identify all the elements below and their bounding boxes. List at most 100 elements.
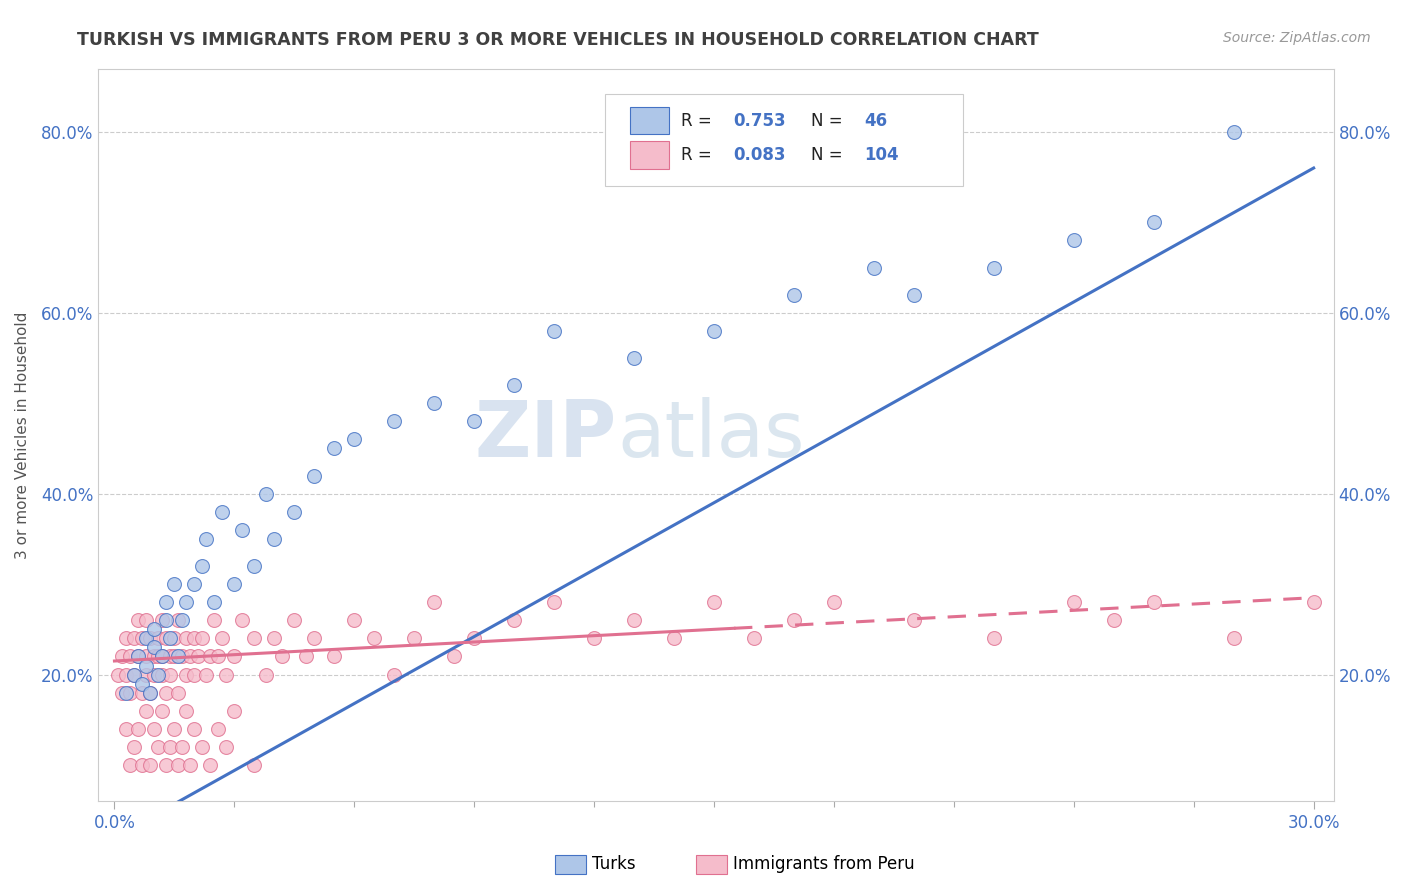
Point xyxy=(143,649,166,664)
Point xyxy=(207,722,229,736)
Point xyxy=(152,649,174,664)
Point xyxy=(139,632,162,646)
Point xyxy=(1222,632,1244,646)
Point xyxy=(224,577,246,591)
Point xyxy=(172,739,194,754)
Point xyxy=(1102,613,1125,627)
Point xyxy=(120,649,142,664)
Point xyxy=(304,632,326,646)
Point xyxy=(423,396,446,410)
Point xyxy=(183,722,205,736)
Point xyxy=(135,667,157,681)
Point xyxy=(823,595,845,609)
Text: Immigrants from Peru: Immigrants from Peru xyxy=(733,855,914,873)
Point xyxy=(254,486,277,500)
Point xyxy=(152,704,174,718)
Point xyxy=(131,676,153,690)
FancyBboxPatch shape xyxy=(630,141,669,169)
Point xyxy=(143,667,166,681)
Text: R =: R = xyxy=(682,146,717,164)
Point xyxy=(983,260,1005,275)
Point xyxy=(124,632,146,646)
Point xyxy=(155,613,177,627)
Point xyxy=(423,595,446,609)
Point xyxy=(176,667,198,681)
Point xyxy=(163,649,186,664)
Point xyxy=(176,595,198,609)
Point xyxy=(167,758,190,772)
Point xyxy=(783,287,806,301)
Point xyxy=(111,686,134,700)
Point xyxy=(1143,595,1166,609)
Point xyxy=(183,667,205,681)
Point xyxy=(304,468,326,483)
FancyBboxPatch shape xyxy=(630,107,669,135)
Point xyxy=(127,613,149,627)
Point xyxy=(195,667,218,681)
Point xyxy=(463,414,485,428)
Text: atlas: atlas xyxy=(617,397,804,473)
Text: ZIP: ZIP xyxy=(475,397,617,473)
Point xyxy=(139,758,162,772)
Point xyxy=(583,632,606,646)
Point xyxy=(115,722,138,736)
Point xyxy=(263,532,285,546)
Y-axis label: 3 or more Vehicles in Household: 3 or more Vehicles in Household xyxy=(15,311,30,558)
Point xyxy=(148,649,170,664)
Point xyxy=(243,632,266,646)
Point xyxy=(120,758,142,772)
Point xyxy=(1302,595,1324,609)
Point xyxy=(215,739,238,754)
Point xyxy=(783,613,806,627)
Point xyxy=(295,649,318,664)
Point xyxy=(703,595,725,609)
Point xyxy=(187,649,209,664)
Text: TURKISH VS IMMIGRANTS FROM PERU 3 OR MORE VEHICLES IN HOUSEHOLD CORRELATION CHAR: TURKISH VS IMMIGRANTS FROM PERU 3 OR MOR… xyxy=(77,31,1039,49)
Point xyxy=(363,632,385,646)
Point xyxy=(202,613,225,627)
Point xyxy=(863,260,886,275)
Point xyxy=(159,649,181,664)
Point xyxy=(543,324,565,338)
Point xyxy=(382,667,405,681)
Point xyxy=(163,722,186,736)
Point xyxy=(343,433,366,447)
Point xyxy=(148,739,170,754)
Point xyxy=(195,532,218,546)
Point xyxy=(662,632,685,646)
Text: Turks: Turks xyxy=(592,855,636,873)
Point xyxy=(176,632,198,646)
Point xyxy=(183,577,205,591)
Point xyxy=(179,758,201,772)
Text: 104: 104 xyxy=(865,146,898,164)
Point xyxy=(543,595,565,609)
Point xyxy=(143,722,166,736)
Point xyxy=(903,287,925,301)
Text: 46: 46 xyxy=(865,112,887,129)
Point xyxy=(207,649,229,664)
Point xyxy=(152,649,174,664)
Point xyxy=(1063,233,1085,247)
Text: Source: ZipAtlas.com: Source: ZipAtlas.com xyxy=(1223,31,1371,45)
Point xyxy=(343,613,366,627)
Point xyxy=(503,613,526,627)
Point xyxy=(191,559,214,574)
Point xyxy=(139,686,162,700)
Point xyxy=(283,613,305,627)
FancyBboxPatch shape xyxy=(605,95,963,186)
Point xyxy=(131,758,153,772)
Text: 0.083: 0.083 xyxy=(734,146,786,164)
Point xyxy=(1143,215,1166,229)
Point xyxy=(163,577,186,591)
Point xyxy=(200,758,222,772)
Point xyxy=(172,613,194,627)
Point xyxy=(159,667,181,681)
Point xyxy=(127,649,149,664)
Point xyxy=(382,414,405,428)
Point xyxy=(139,686,162,700)
Point xyxy=(254,667,277,681)
Point xyxy=(152,667,174,681)
Point xyxy=(1222,125,1244,139)
Point xyxy=(176,704,198,718)
Point xyxy=(191,739,214,754)
